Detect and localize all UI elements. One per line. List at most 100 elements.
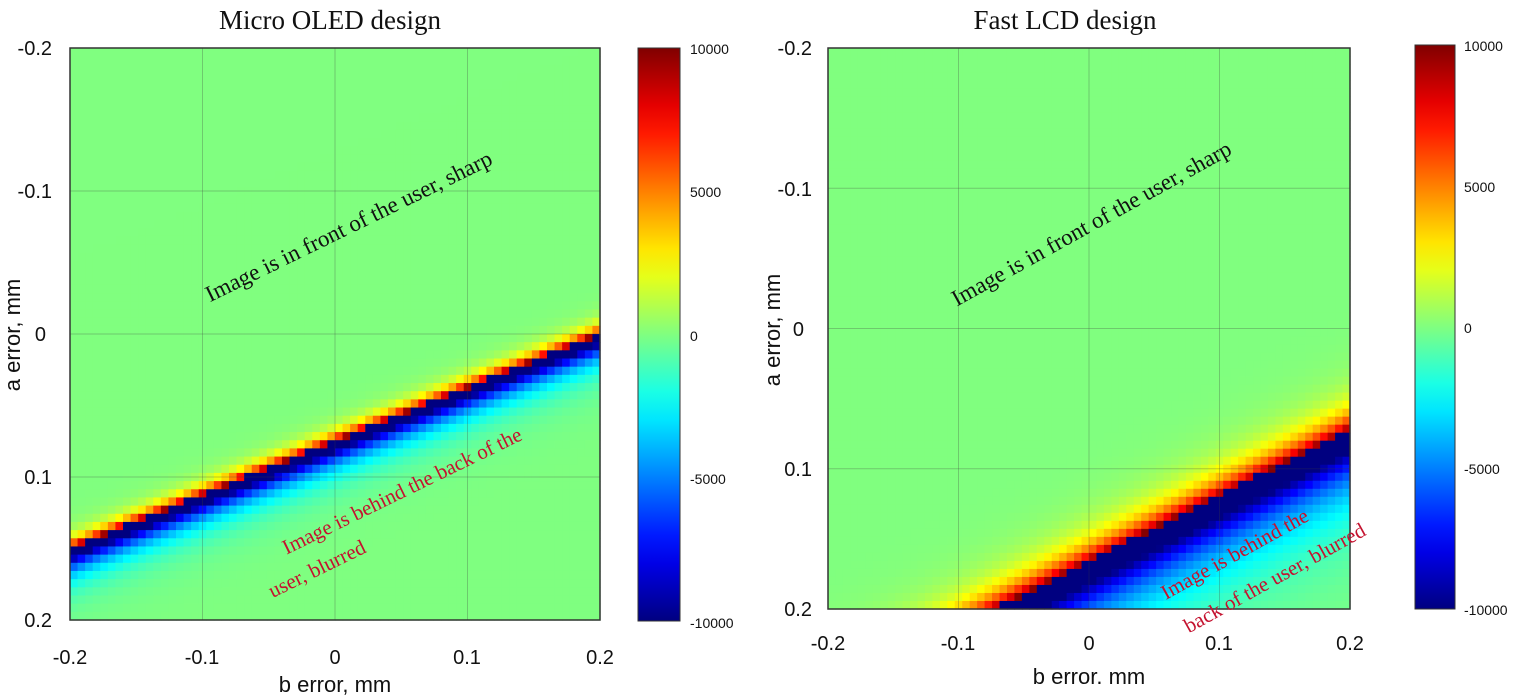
heatmap-cell	[168, 162, 177, 172]
heatmap-cell	[221, 366, 230, 376]
heatmap-cell	[569, 244, 578, 253]
heatmap-cell	[372, 448, 382, 458]
heatmap-cell	[463, 383, 472, 392]
heatmap-cell	[176, 546, 185, 556]
heatmap-cell	[297, 456, 306, 466]
heatmap-cell	[153, 219, 162, 229]
heatmap-cell	[569, 570, 578, 580]
heatmap-cell	[206, 178, 215, 188]
heatmap-cell	[531, 358, 541, 368]
heatmap-cell	[471, 227, 480, 237]
heatmap-cell	[562, 146, 571, 155]
heatmap-cell	[319, 497, 329, 507]
heatmap-cell	[1193, 48, 1202, 57]
heatmap-cell	[486, 121, 495, 131]
heatmap-cell	[319, 186, 329, 196]
heatmap-cell	[372, 342, 382, 351]
heatmap-cell	[516, 186, 525, 196]
heatmap-cell	[547, 611, 556, 621]
heatmap-cell	[592, 178, 601, 188]
heatmap-cell	[357, 611, 366, 621]
heatmap-cell	[448, 211, 457, 221]
heatmap-cell	[365, 497, 374, 507]
heatmap-cell	[304, 587, 313, 597]
heatmap-cell	[342, 309, 351, 319]
heatmap-cell	[221, 399, 230, 409]
heatmap-cell	[554, 244, 563, 253]
heatmap-cell	[100, 579, 109, 588]
heatmap-cell	[335, 170, 344, 180]
heatmap-cell	[577, 472, 586, 482]
heatmap-cell	[494, 554, 503, 564]
heatmap-cell	[176, 211, 185, 221]
heatmap-cell	[380, 383, 389, 392]
heatmap-cell	[562, 554, 571, 564]
heatmap-cell	[213, 301, 223, 311]
heatmap-cell	[471, 415, 480, 425]
heatmap-cell	[229, 235, 238, 245]
heatmap-cell	[297, 391, 306, 400]
heatmap-cell	[547, 88, 556, 98]
heatmap-cell	[380, 334, 389, 343]
heatmap-cell	[372, 88, 382, 98]
heatmap-cell	[221, 464, 230, 474]
heatmap-cell	[516, 570, 525, 580]
heatmap-cell	[425, 260, 435, 270]
heatmap-cell	[372, 325, 382, 335]
heatmap-cell	[342, 80, 351, 90]
heatmap-cell	[297, 97, 306, 106]
heatmap-cell	[494, 162, 503, 172]
heatmap-cell	[153, 587, 162, 597]
heatmap-cell	[388, 456, 397, 466]
heatmap-cell	[524, 178, 533, 188]
heatmap-cell	[244, 350, 253, 360]
heatmap-cell	[312, 423, 321, 433]
heatmap-cell	[501, 334, 510, 343]
heatmap-cell	[259, 227, 268, 237]
heatmap-cell	[425, 56, 435, 65]
heatmap-cell	[448, 334, 457, 343]
heatmap-cell	[592, 366, 601, 376]
heatmap-cell	[213, 399, 223, 409]
heatmap-cell	[425, 137, 435, 147]
heatmap-cell	[456, 342, 465, 351]
heatmap-cell	[471, 391, 480, 400]
heatmap-cell	[259, 554, 268, 564]
heatmap-cell	[160, 374, 170, 384]
heatmap-cell	[312, 603, 321, 613]
heatmap-cell	[100, 260, 109, 270]
heatmap-cell	[592, 301, 601, 311]
heatmap-cell	[282, 129, 291, 139]
heatmap-cell	[562, 350, 571, 360]
heatmap-cell	[562, 530, 571, 539]
heatmap-cell	[244, 72, 253, 82]
heatmap-cell	[584, 464, 594, 474]
heatmap-cell	[539, 178, 548, 188]
heatmap-cell	[266, 48, 276, 57]
heatmap-cell	[577, 587, 586, 597]
heatmap-cell	[365, 129, 374, 139]
heatmap-cell	[486, 252, 495, 262]
heatmap-cell	[350, 56, 359, 65]
heatmap-cell	[456, 399, 465, 409]
heatmap-cell	[244, 301, 253, 311]
heatmap-cell	[115, 195, 124, 204]
heatmap-cell	[274, 603, 283, 613]
heatmap-cell	[524, 448, 533, 458]
heatmap-cell	[160, 423, 170, 433]
heatmap-cell	[130, 407, 139, 417]
heatmap-cell	[456, 530, 465, 539]
heatmap-cell	[297, 472, 306, 482]
heatmap-cell	[410, 570, 419, 580]
heatmap-cell	[372, 481, 382, 490]
heatmap-cell	[350, 284, 359, 294]
heatmap-cell	[456, 391, 465, 400]
heatmap-cell	[282, 530, 291, 539]
heatmap-cell	[183, 481, 192, 490]
heatmap-cell	[198, 284, 207, 294]
heatmap-cell	[516, 464, 525, 474]
heatmap-cell	[70, 88, 79, 98]
heatmap-cell	[554, 391, 563, 400]
heatmap-cell	[471, 235, 480, 245]
heatmap-cell	[130, 562, 139, 572]
